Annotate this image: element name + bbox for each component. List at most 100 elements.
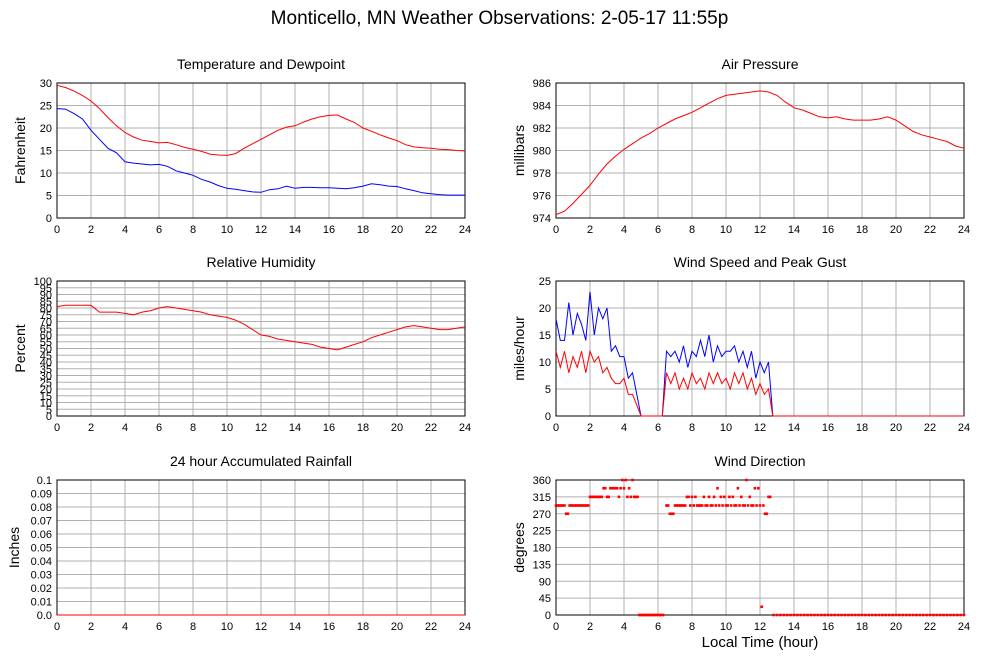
data-point xyxy=(665,504,668,507)
data-point xyxy=(925,613,928,617)
x-tick-label: 24 xyxy=(459,621,471,633)
page-title: Monticello, MN Weather Observations: 2-0… xyxy=(270,8,729,29)
x-tick-label: 22 xyxy=(924,224,936,236)
x-tick-label: 24 xyxy=(459,224,471,236)
data-point xyxy=(894,613,898,617)
chart-title: Wind Direction xyxy=(714,453,805,469)
data-point xyxy=(668,512,672,516)
data-point xyxy=(694,495,697,499)
y-tick-label: 978 xyxy=(533,168,551,180)
data-point xyxy=(870,613,874,617)
data-point xyxy=(673,504,677,507)
data-point xyxy=(723,495,726,499)
data-point xyxy=(932,613,935,617)
x-tick-label: 16 xyxy=(323,621,335,633)
y-tick-label: 0.05 xyxy=(31,543,52,555)
data-point xyxy=(738,504,741,507)
x-tick-label: 20 xyxy=(890,422,902,434)
data-point xyxy=(716,486,719,490)
data-point xyxy=(615,486,619,490)
data-point xyxy=(789,613,792,617)
data-point xyxy=(823,613,826,617)
y-tick-label: 90 xyxy=(40,290,52,302)
data-point xyxy=(614,486,617,490)
x-tick-label: 6 xyxy=(156,224,162,236)
x-tick-label: 22 xyxy=(425,621,437,633)
y-axis-label: degrees xyxy=(511,522,527,573)
y-tick-label: 986 xyxy=(533,78,551,90)
x-tick-label: 16 xyxy=(822,621,834,633)
series-line xyxy=(56,108,465,196)
data-point xyxy=(685,495,689,499)
x-tick-label: 4 xyxy=(122,621,128,633)
data-point xyxy=(836,613,840,617)
data-point xyxy=(695,504,699,507)
y-tick-label: 25 xyxy=(539,276,551,288)
data-point xyxy=(587,504,590,507)
data-point xyxy=(768,495,772,499)
y-tick-label: 315 xyxy=(533,492,551,504)
data-point xyxy=(602,486,605,490)
x-tick-label: 24 xyxy=(459,422,471,434)
chart-accumulated-rainfall: 0 2 4 6 8 10 12 14 16 18 20 22 240.00.010.020.030.04… xyxy=(6,453,471,633)
y-tick-label: 100 xyxy=(34,276,52,288)
data-point xyxy=(874,613,877,617)
y-tick-label: 0.06 xyxy=(31,529,52,541)
x-tick-label: 16 xyxy=(323,422,335,434)
data-point xyxy=(590,495,593,499)
data-point xyxy=(748,495,752,499)
data-point xyxy=(887,613,891,617)
data-point xyxy=(901,613,905,617)
y-axis-label: Percent xyxy=(12,324,28,372)
data-point xyxy=(561,504,565,507)
data-point xyxy=(580,504,583,507)
y-tick-label: 5 xyxy=(545,384,551,396)
x-tick-label: 14 xyxy=(788,621,800,633)
x-tick-label: 18 xyxy=(357,422,369,434)
data-point xyxy=(724,504,728,507)
data-point xyxy=(677,504,680,507)
y-tick-label: 976 xyxy=(533,191,551,203)
y-tick-label: 10 xyxy=(40,168,52,180)
y-tick-label: 0.1 xyxy=(37,475,52,487)
series-line xyxy=(555,349,964,417)
y-tick-label: 60 xyxy=(40,330,52,342)
data-point xyxy=(641,613,644,617)
data-point xyxy=(928,613,932,617)
plot-frame xyxy=(56,280,466,417)
y-tick-label: 0.01 xyxy=(31,597,52,609)
y-tick-label: 180 xyxy=(533,543,551,555)
x-tick-label: 24 xyxy=(958,224,970,236)
y-tick-label: 80 xyxy=(40,303,52,315)
data-point xyxy=(700,504,704,507)
data-point xyxy=(619,486,622,490)
data-point xyxy=(779,613,782,617)
x-tick-label: 6 xyxy=(156,621,162,633)
y-tick-label: 360 xyxy=(533,475,551,487)
data-point xyxy=(644,613,648,617)
x-tick-label: 10 xyxy=(221,422,233,434)
data-point xyxy=(643,613,646,617)
data-point xyxy=(658,613,661,617)
data-point xyxy=(792,613,796,617)
data-point xyxy=(690,495,694,499)
x-tick-label: 10 xyxy=(720,621,732,633)
data-point xyxy=(578,504,582,507)
data-point xyxy=(750,504,753,507)
y-axis-label: Fahrenheit xyxy=(12,117,28,184)
x-tick-label: 22 xyxy=(425,422,437,434)
data-point xyxy=(758,504,762,507)
data-point xyxy=(651,613,655,617)
x-tick-label: 24 xyxy=(958,621,970,633)
data-point xyxy=(751,504,755,507)
y-tick-label: 974 xyxy=(533,213,551,225)
y-tick-label: 15 xyxy=(40,146,52,158)
data-point xyxy=(576,504,580,507)
y-tick-label: 5 xyxy=(46,191,52,203)
x-tick-label: 8 xyxy=(689,224,695,236)
data-point xyxy=(678,504,682,507)
data-point xyxy=(593,495,597,499)
y-tick-label: 10 xyxy=(539,357,551,369)
data-point xyxy=(563,504,566,507)
data-point xyxy=(675,504,678,507)
